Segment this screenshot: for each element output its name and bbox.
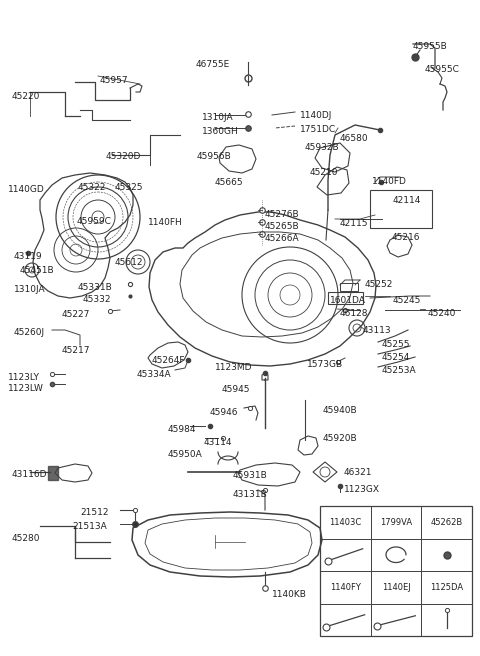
Text: 45334A: 45334A: [137, 370, 172, 379]
Text: 21512: 21512: [80, 508, 108, 517]
Text: 45276B: 45276B: [265, 210, 300, 219]
Text: 1140FY: 1140FY: [330, 583, 361, 592]
Text: 43116D: 43116D: [12, 470, 48, 479]
Text: 45955B: 45955B: [413, 42, 448, 51]
Text: 45325: 45325: [115, 183, 144, 192]
Text: 1140DJ: 1140DJ: [300, 111, 332, 120]
Text: 45956B: 45956B: [197, 152, 232, 161]
Text: 1140KB: 1140KB: [272, 590, 307, 599]
Text: 45957: 45957: [100, 76, 129, 85]
Text: 1751DC: 1751DC: [300, 125, 336, 134]
Text: 1123LW: 1123LW: [8, 384, 44, 393]
Text: 45451B: 45451B: [20, 266, 55, 275]
Text: 11403C: 11403C: [329, 518, 361, 527]
Text: 1573GB: 1573GB: [307, 360, 343, 369]
Text: 45227: 45227: [62, 310, 90, 319]
Text: 1140GD: 1140GD: [8, 185, 45, 194]
Text: 43114: 43114: [204, 438, 232, 447]
Text: 46321: 46321: [344, 468, 372, 477]
Text: 46128: 46128: [340, 309, 369, 318]
Bar: [328, 292, 363, 304]
Text: 45950A: 45950A: [168, 450, 203, 459]
Text: 45931B: 45931B: [233, 471, 268, 480]
Text: 1125DA: 1125DA: [430, 583, 463, 592]
Text: 45665: 45665: [215, 178, 244, 187]
Text: 43119: 43119: [14, 252, 43, 261]
Text: 1360GH: 1360GH: [202, 127, 239, 136]
Text: 45252: 45252: [365, 280, 394, 289]
Text: 1140EJ: 1140EJ: [382, 583, 410, 592]
Text: 1123LY: 1123LY: [8, 373, 40, 382]
Text: 45216: 45216: [392, 233, 420, 242]
Text: 1123GX: 1123GX: [344, 485, 380, 494]
Text: 1123MD: 1123MD: [215, 363, 252, 372]
Text: 45220: 45220: [12, 92, 40, 101]
Text: 1601DA: 1601DA: [330, 296, 366, 305]
Text: 1140FH: 1140FH: [148, 218, 183, 227]
Bar: [370, 190, 432, 228]
Text: 45254: 45254: [382, 353, 410, 362]
Text: 46755E: 46755E: [196, 60, 230, 69]
Text: 45332: 45332: [83, 295, 111, 304]
Text: 42114: 42114: [393, 196, 421, 205]
Text: 45955C: 45955C: [425, 65, 460, 74]
Text: 45245: 45245: [393, 296, 421, 305]
Text: 21513A: 21513A: [72, 522, 107, 531]
Polygon shape: [48, 466, 58, 480]
Text: 45320D: 45320D: [106, 152, 142, 161]
Text: 1140FD: 1140FD: [372, 177, 407, 186]
Text: 45940B: 45940B: [323, 406, 358, 415]
Text: 45984: 45984: [168, 425, 196, 434]
Text: 1310JA: 1310JA: [202, 113, 234, 122]
Text: 45612: 45612: [115, 258, 144, 267]
Text: 45331B: 45331B: [78, 283, 113, 292]
Text: 45945: 45945: [222, 385, 251, 394]
Text: 45959C: 45959C: [77, 217, 112, 226]
Text: 43113: 43113: [363, 326, 392, 335]
Text: 45262B: 45262B: [431, 518, 463, 527]
Text: 46580: 46580: [340, 134, 369, 143]
Text: 1799VA: 1799VA: [380, 518, 412, 527]
Text: 45240: 45240: [428, 309, 456, 318]
Text: 45210: 45210: [310, 168, 338, 177]
Text: 1310JA: 1310JA: [14, 285, 46, 294]
Text: 45255: 45255: [382, 340, 410, 349]
Text: 45280: 45280: [12, 534, 40, 543]
Text: 45920B: 45920B: [323, 434, 358, 443]
Text: 45253A: 45253A: [382, 366, 417, 375]
Text: 45266A: 45266A: [265, 234, 300, 243]
Bar: [340, 283, 358, 291]
Text: 45260J: 45260J: [14, 328, 45, 337]
Bar: [320, 506, 472, 636]
Text: 43131B: 43131B: [233, 490, 268, 499]
Text: 45265B: 45265B: [265, 222, 300, 231]
Text: 42115: 42115: [340, 219, 369, 228]
Text: 45264F: 45264F: [152, 356, 185, 365]
Text: 45322: 45322: [78, 183, 107, 192]
Text: 45932B: 45932B: [305, 143, 340, 152]
Text: 45217: 45217: [62, 346, 91, 355]
Text: 45946: 45946: [210, 408, 239, 417]
